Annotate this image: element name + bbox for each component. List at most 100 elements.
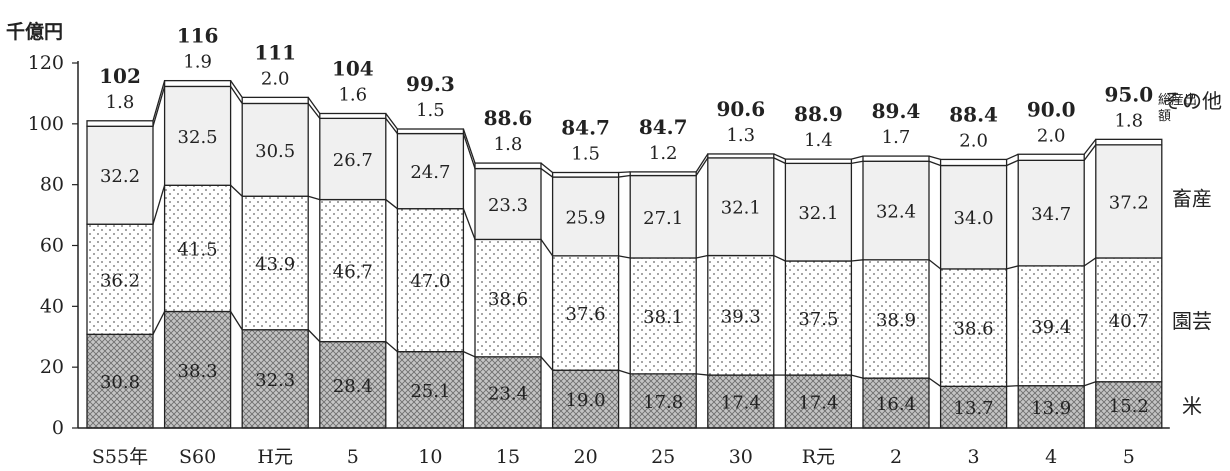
y-tick-label: 100 [28,113,64,135]
other-value-label: 1.9 [183,52,212,73]
legend-total-line2: 額 [1158,109,1171,124]
horticulture-value-label: 41.5 [178,239,218,260]
y-tick-label: 40 [40,295,64,317]
livestock-value-label: 37.2 [1109,192,1149,213]
horticulture-segment [1095,257,1163,383]
other-segment [939,158,1008,167]
horticulture-value-label: 39.3 [721,306,761,327]
horticulture-segment [707,254,775,376]
livestock-segment [629,174,697,259]
other-value-label: 2.0 [959,130,988,151]
total-value-label: 90.6 [716,97,765,121]
rice-value-label: 15.2 [1109,396,1149,417]
total-value-label: 84.7 [561,116,610,140]
livestock-value-label: 25.9 [566,207,606,228]
horticulture-segment [163,184,232,313]
other-segment [862,155,930,162]
rice-segment [163,310,232,429]
horticulture-segment [1017,265,1085,387]
other-value-label: 1.5 [416,100,445,121]
y-tick-label: 20 [40,356,64,378]
horticulture-value-label: 38.6 [954,319,994,340]
livestock-value-label: 34.0 [954,208,994,229]
connector-line [618,171,631,174]
livestock-segment [1095,144,1163,259]
connector-line [696,373,708,376]
livestock-value-label: 32.5 [178,127,218,148]
other-segment [1095,138,1163,146]
x-tick-label: 30 [729,446,753,468]
livestock-value-label: 32.1 [798,203,838,224]
connector-line [851,374,864,379]
connector-line [1083,144,1097,161]
connector-line [462,133,476,169]
connector-line [618,255,631,259]
rice-segment [707,374,775,429]
connector-line [773,153,786,160]
rice-segment [1095,381,1163,429]
rice-segment [319,340,387,429]
connector-line [773,157,786,164]
other-segment [474,162,542,170]
connector-line [385,199,398,210]
other-segment [707,153,775,159]
horticulture-segment [319,198,387,343]
other-segment [86,120,154,127]
x-axis: S55年 S60 H元 5 10 15 20 25 30 R元 2 3 4 5 [78,427,1170,468]
y-axis-title: 千億円 [6,20,63,43]
rice-value-label: 30.8 [100,372,140,393]
total-value-label: 116 [177,24,219,48]
other-value-label: 1.5 [571,144,600,165]
y-tick-label: 80 [40,174,64,196]
horticulture-segment [474,238,542,358]
connector-line [1006,385,1019,387]
connector-line [385,341,398,353]
other-value-label: 1.8 [494,134,523,155]
total-value-label: 99.3 [406,72,455,96]
total-value-label: 88.9 [794,102,843,126]
other-segment [319,112,387,120]
rice-value-label: 13.7 [954,398,994,419]
rice-value-label: 13.9 [1031,398,1071,419]
livestock-value-label: 30.5 [255,141,295,162]
connector-line [308,195,320,201]
other-segment [163,79,232,88]
other-segment [629,171,697,177]
connector-line [696,254,708,259]
total-value-label: 111 [254,40,296,64]
connector-line [540,168,553,178]
livestock-segment [707,157,775,257]
livestock-value-label: 23.3 [488,195,528,216]
livestock-segment [551,176,620,257]
total-value-label: 90.0 [1027,97,1076,121]
rice-value-label: 25.1 [410,381,450,402]
total-value-label: 89.4 [872,99,921,123]
legend-other: その他 [1162,89,1222,113]
connector-line [928,155,941,161]
connector-line [851,155,864,160]
total-value-label: 95.0 [1104,82,1153,106]
connector-line [540,162,554,174]
connector-line [463,351,476,358]
horticulture-value-label: 39.4 [1031,317,1071,338]
rice-value-label: 23.4 [488,383,528,404]
livestock-segment [939,164,1008,270]
connector-line [385,113,398,130]
other-value-label: 1.4 [804,130,833,151]
livestock-segment [862,160,930,261]
horticulture-segment [939,268,1008,387]
connector-line [928,160,941,167]
other-segment [784,158,853,165]
livestock-segment [319,117,387,201]
connector-line [773,254,786,262]
other-value-label: 2.0 [261,68,290,89]
x-tick-label: 15 [496,446,520,468]
connector-line [540,239,554,257]
rice-value-label: 17.4 [721,393,761,414]
other-segment [396,128,465,135]
connector-line [230,311,243,331]
bars: 30.8 36.2 32.2 1.8 102 38.3 41.5 32.5 1.9 116 32.3… [86,24,1163,429]
connector-line [152,185,166,225]
other-value-label: 1.6 [338,84,367,105]
